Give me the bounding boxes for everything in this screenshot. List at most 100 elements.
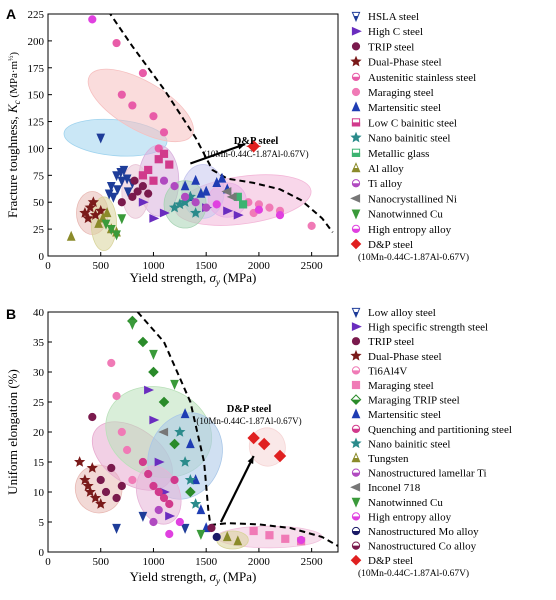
legend-item: Inconel 718 — [350, 482, 421, 494]
x-tick-label: 1500 — [195, 556, 218, 568]
legend-label: High entropy alloy — [368, 224, 452, 236]
data-point — [138, 171, 148, 180]
series-quenching-and-partitioning-steel — [138, 457, 179, 509]
data-point — [191, 174, 201, 185]
series-nanostructured-co-alloy — [207, 523, 216, 533]
y-tick-label: 150 — [28, 90, 45, 102]
data-point — [149, 349, 158, 360]
series-d-p-steel — [246, 140, 261, 153]
legend-marker — [350, 238, 362, 250]
data-point — [165, 529, 174, 539]
data-point — [180, 180, 190, 191]
legend-item: TRIP steel — [351, 41, 414, 53]
legend-marker — [351, 408, 361, 419]
y-tick-label: 10 — [33, 487, 45, 499]
legend-label: Tungsten — [368, 453, 409, 465]
legend-item: Low C bainitic steel — [351, 117, 457, 129]
legend-label: Low C bainitic steel — [368, 117, 457, 129]
panel-b-ylabel: Uniform elongation (%) — [5, 369, 20, 495]
legend-marker — [350, 55, 362, 67]
data-point — [226, 192, 237, 202]
panel-letter-a: A — [6, 6, 16, 22]
data-point — [296, 535, 306, 545]
data-point — [128, 101, 137, 110]
data-point — [96, 475, 105, 485]
data-point — [149, 517, 158, 527]
legend-item: Nanostructured Co alloy — [351, 541, 477, 553]
data-point — [238, 200, 248, 209]
data-point — [217, 172, 227, 183]
data-point — [112, 171, 121, 182]
data-point — [149, 213, 160, 223]
legend-label: Low alloy steel — [368, 307, 436, 319]
series-high-specific-strength-steel — [144, 385, 176, 521]
legend-label: Maraging steel — [368, 87, 434, 99]
legend-marker — [350, 437, 362, 449]
legend-item: Tungsten — [351, 452, 409, 465]
data-point — [137, 336, 149, 348]
data-point — [196, 529, 206, 540]
legend-item: Nano bainitic steel — [350, 131, 450, 145]
data-point — [174, 426, 186, 437]
data-point — [88, 412, 97, 422]
panel-b-arrow — [219, 455, 255, 523]
legend-label: High entropy alloy — [368, 511, 452, 523]
data-point — [201, 185, 211, 196]
data-point — [144, 165, 153, 175]
data-point — [165, 160, 174, 169]
legend-marker — [350, 194, 361, 203]
x-tick-label: 1500 — [195, 260, 218, 272]
series-dual-phase-steel — [79, 196, 107, 224]
panel-a-ticks: 0 500 1000 1500 2000 2500 0 25 50 75 100 125 150 175 2… — [28, 9, 324, 272]
data-point — [170, 379, 179, 390]
data-point — [79, 207, 91, 218]
data-point — [144, 189, 153, 198]
data-point — [112, 38, 121, 48]
data-point — [122, 445, 132, 455]
data-point — [149, 415, 160, 425]
data-point — [159, 493, 169, 503]
y-tick-label: 40 — [33, 307, 45, 319]
y-tick-label: 225 — [28, 9, 45, 21]
data-point — [87, 196, 99, 207]
data-point — [133, 187, 142, 196]
data-point — [66, 230, 76, 241]
legend-item: Ti alloy — [351, 178, 403, 190]
data-point — [223, 206, 234, 216]
legend-marker — [351, 497, 361, 508]
data-point — [202, 203, 211, 212]
legend-label: D&P steel — [368, 555, 413, 567]
series-low-c-bainitic-steel — [138, 149, 174, 185]
data-point — [212, 200, 221, 209]
data-point — [84, 201, 96, 213]
legend-item: Al alloy — [351, 162, 404, 175]
y-tick-label: 0 — [39, 251, 45, 263]
data-point — [112, 493, 121, 503]
x-tick-label: 2500 — [301, 556, 324, 568]
series-nanostructured-lamellar-ti — [149, 505, 163, 527]
y-tick-label: 20 — [33, 427, 45, 439]
x-tick-label: 0 — [45, 556, 51, 568]
legend-marker-fill — [351, 531, 361, 536]
data-point — [159, 128, 169, 137]
x-tick-label: 2000 — [248, 260, 271, 272]
y-tick-label: 50 — [33, 197, 45, 209]
legend-marker — [351, 380, 361, 390]
legend-label: Inconel 718 — [368, 482, 421, 494]
data-point — [159, 149, 169, 158]
legend-marker-fill — [351, 516, 361, 521]
legend-item: Quenching and partitioning steel — [351, 424, 512, 436]
data-point — [88, 15, 97, 24]
data-point — [112, 391, 121, 401]
legend-label: Maraging TRIP steel — [368, 395, 460, 407]
data-point — [165, 511, 176, 521]
series-hsla-steel — [96, 133, 137, 203]
legend-item: Dual-Phase steel — [350, 55, 442, 69]
region-austenitic-stainless-steel — [87, 68, 194, 143]
data-point — [79, 474, 91, 485]
data-point — [106, 225, 116, 235]
data-point — [154, 457, 165, 467]
series-nanotwinned-cu — [127, 319, 206, 540]
data-point — [265, 203, 274, 212]
legend-item: D&P steel — [350, 554, 413, 567]
